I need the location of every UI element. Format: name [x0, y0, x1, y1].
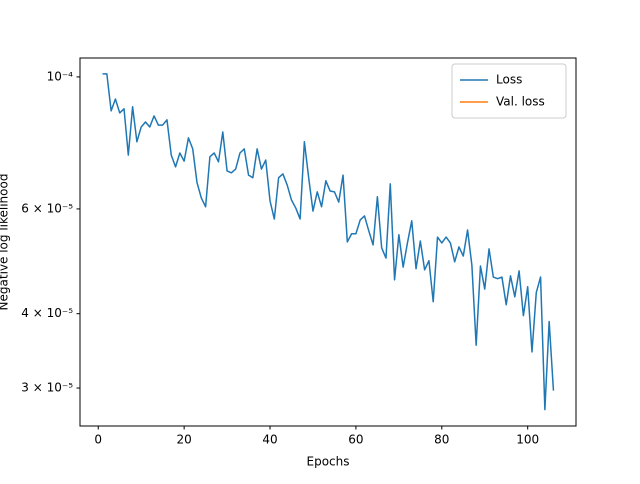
legend-label: Val. loss — [496, 95, 545, 109]
legend-box — [451, 63, 567, 119]
x-tick-label: 60 — [348, 433, 363, 447]
y-tick-label: 4 × 10⁻⁵ — [21, 306, 73, 320]
plot-frame — [79, 57, 577, 427]
y-tick-label: 10⁻⁴ — [47, 69, 74, 83]
x-tick-label: 0 — [94, 433, 102, 447]
series-line — [102, 73, 555, 411]
y-axis-label: Negative log likelihood — [0, 174, 11, 311]
legend-label: Loss — [496, 73, 522, 87]
x-tick-label: 20 — [176, 433, 191, 447]
x-axis-label: Epochs — [307, 455, 350, 469]
x-tick-label: 80 — [434, 433, 449, 447]
x-tick-label: 40 — [262, 433, 277, 447]
y-tick-label: 3 × 10⁻⁵ — [21, 381, 73, 395]
x-tick-label: 100 — [516, 433, 539, 447]
y-tick-label: 6 × 10⁻⁵ — [21, 201, 73, 215]
